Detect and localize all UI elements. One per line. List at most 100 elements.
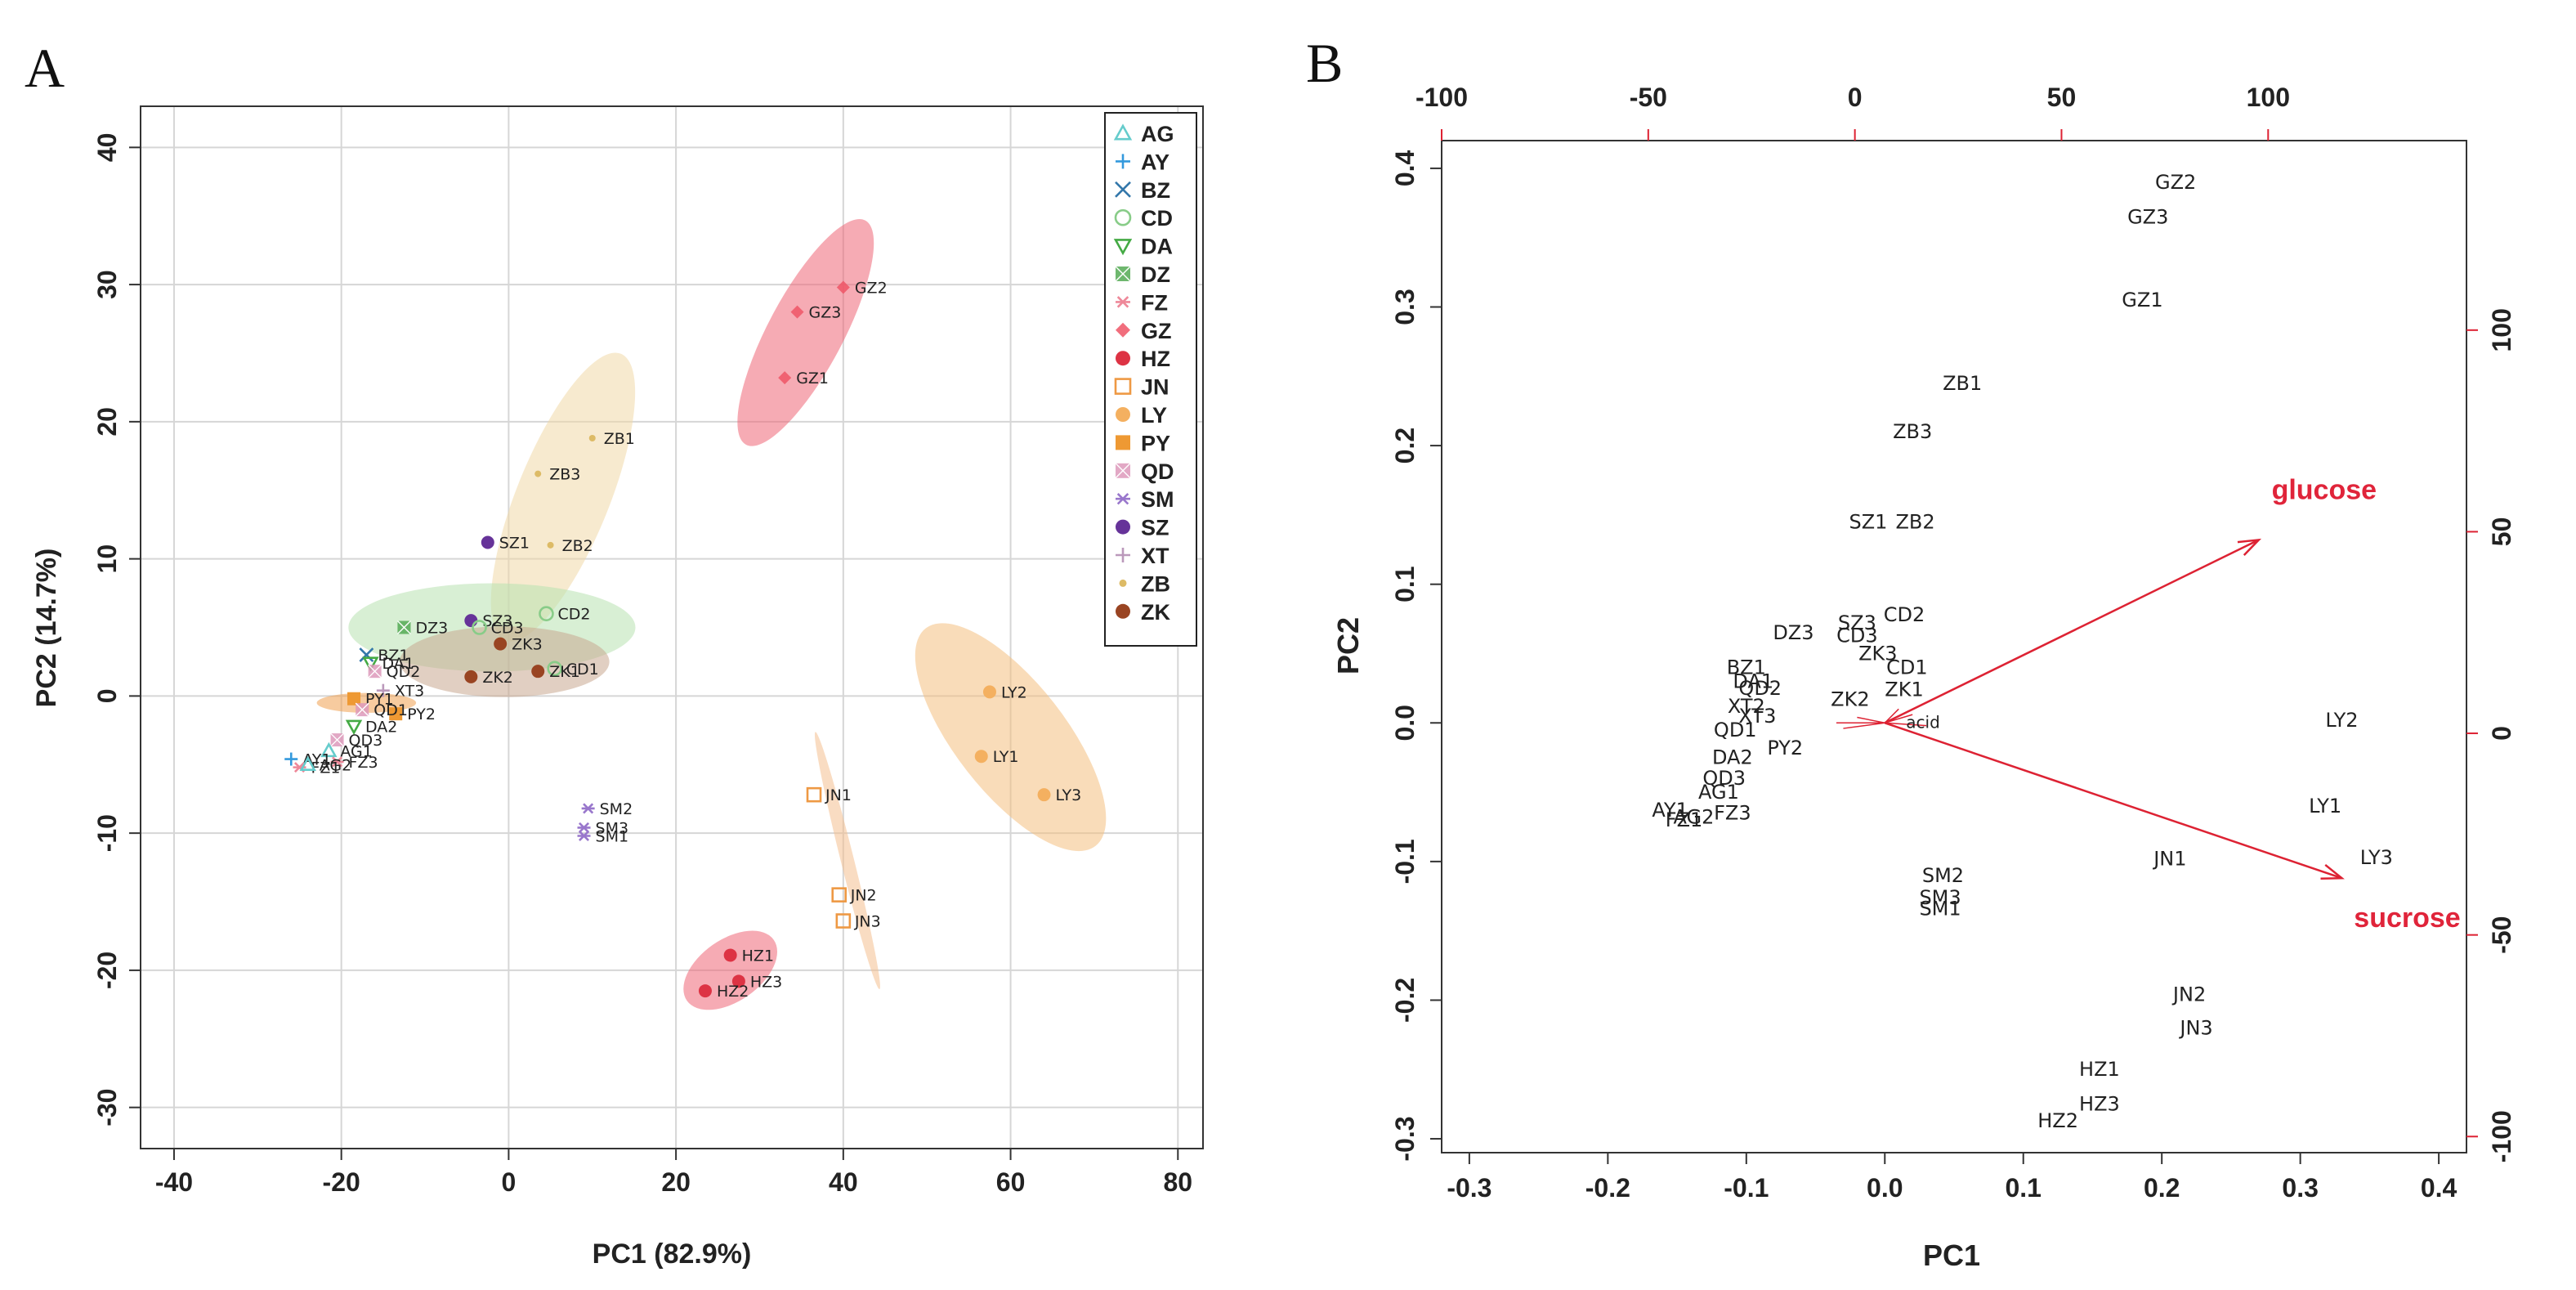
symbol-circle: [481, 535, 494, 549]
biplot-label-ly3: LY3: [2360, 846, 2393, 869]
symbol-circle: [723, 948, 737, 962]
minor-loading-label-acid: acid: [1906, 712, 1940, 732]
point-label-sz1: SZ1: [499, 534, 530, 552]
point-label-hz2: HZ2: [717, 983, 749, 1001]
symbol-circle: [464, 670, 478, 683]
confidence-ellipse-gz: [737, 218, 874, 446]
symbol-asterisk-b: [1116, 492, 1129, 505]
top-tick-label: -50: [1630, 83, 1667, 112]
point-label-ag2: AG2: [320, 756, 351, 774]
point-marker-bz1: [359, 647, 374, 662]
y-tick-label: -0.3: [1390, 1116, 1420, 1161]
panel-b-top-ticks: -100 -50 0 50 100: [1415, 83, 2290, 141]
y-tick-label: 0.4: [1390, 150, 1420, 186]
loading-arrow-sucrose: [1884, 722, 2342, 880]
symbol-diamond: [836, 280, 850, 294]
top-tick-label: 100: [2247, 83, 2290, 112]
point-marker-qd1: [355, 702, 369, 717]
point-marker-da2: [345, 719, 363, 735]
biplot-label-sz3: SZ3: [1838, 611, 1876, 634]
confidence-ellipse-zb: [490, 352, 636, 642]
symbol-square-x-b: [1115, 266, 1131, 282]
loading-label-sucrose: sucrose: [2354, 903, 2460, 934]
minor-loading-vector: [1843, 722, 1885, 729]
biplot-label-zb1: ZB1: [1943, 372, 1982, 395]
confidence-ellipse-zk: [399, 626, 610, 697]
symbol-square-x-b: [330, 732, 345, 747]
panel-a-y-ticks: -30 -20 -10 0 10 20 30 40: [92, 133, 141, 1127]
legend-label-gz: GZ: [1141, 319, 1172, 343]
point-label-zk2: ZK2: [482, 669, 513, 687]
legend-label-zb: ZB: [1141, 571, 1170, 596]
symbol-square-x-b: [355, 702, 369, 717]
y-tick-label: 0.1: [1390, 566, 1420, 602]
legend-symbol-da: [1113, 239, 1133, 256]
x-tick-label: 0.4: [2421, 1173, 2457, 1203]
right-tick-label: 50: [2487, 517, 2516, 547]
symbol-asterisk-b: [579, 822, 590, 833]
x-tick-label: -0.3: [1447, 1173, 1491, 1203]
panel-b-plot-frame: [1441, 140, 2467, 1153]
point-label-sm3: SM3: [596, 819, 629, 837]
point-marker-hz2: [698, 984, 712, 998]
panel-a-x-axis-label: PC1 (82.9%): [593, 1238, 752, 1270]
legend-symbol-hz: [1116, 351, 1130, 366]
biplot-label-bz1: BZ1: [1727, 656, 1766, 679]
point-marker-sz3: [464, 614, 478, 628]
point-label-gz2: GZ2: [855, 279, 888, 297]
y-tick-label: 0.0: [1390, 705, 1420, 741]
symbol-triangle: [299, 755, 316, 771]
symbol-square: [347, 692, 361, 705]
symbol-triangle-down: [362, 656, 379, 672]
arrowhead-sucrose: [2320, 863, 2345, 880]
point-label-fz1: FZ1: [311, 759, 340, 777]
point-marker-sm1: [577, 830, 591, 842]
symbol-square-x-b: [396, 620, 411, 634]
point-marker-gz1: [778, 371, 792, 385]
point-label-sm2: SM2: [600, 800, 633, 818]
legend-label-zk: ZK: [1141, 600, 1170, 625]
symbol-square-open: [1114, 378, 1132, 395]
symbol-circle: [982, 685, 996, 699]
biplot-label-ag2: AG2: [1673, 806, 1714, 829]
point-marker-gz2: [836, 280, 850, 294]
point-label-cd3: CD3: [491, 620, 524, 638]
symbol-square: [389, 707, 403, 721]
biplot-label-gz3: GZ3: [2127, 205, 2168, 228]
y-tick-label: 0.3: [1390, 289, 1420, 325]
biplot-label-xt2: XT2: [1728, 695, 1765, 718]
symbol-circle: [731, 974, 745, 988]
point-label-qd1: QD1: [373, 701, 408, 719]
point-label-jn3: JN3: [854, 913, 881, 931]
point-marker-ag2: [299, 755, 316, 771]
legend-label-dz: DZ: [1141, 262, 1170, 287]
point-label-gz3: GZ3: [809, 304, 842, 322]
biplot-label-xt3: XT3: [1738, 705, 1776, 728]
point-label-ly2: LY2: [1001, 683, 1027, 701]
symbol-square: [1116, 435, 1130, 450]
legend: AG AY BZ CD DA DZ FZ GZ HZ JN LY PY QD SM SZ XT ZB ZK: [1104, 112, 1197, 647]
legend-label-da: DA: [1141, 235, 1173, 259]
biplot-label-sm2: SM2: [1922, 864, 1964, 887]
minor-loading-vector: [1884, 708, 1899, 723]
legend-symbol-jn: [1114, 378, 1132, 395]
y-tick-label: 20: [92, 407, 122, 437]
panel-b-x-ticks: -0.3 -0.2 -0.1 0.0 0.1 0.2 0.3 0.4: [1447, 1153, 2457, 1203]
biplot-label-jn2: JN2: [2171, 983, 2206, 1006]
point-label-zb3: ZB3: [549, 466, 580, 484]
point-marker-sz1: [481, 535, 494, 549]
biplot-label-qd1: QD1: [1714, 719, 1757, 741]
symbol-dot: [1119, 579, 1127, 587]
legend-symbol-ay: [1116, 154, 1130, 169]
x-tick-label: 0.2: [2144, 1173, 2180, 1203]
point-label-cd1: CD1: [566, 661, 599, 679]
biplot-label-qd3: QD3: [1702, 767, 1746, 790]
symbol-asterisk-b: [579, 830, 590, 842]
point-marker-qd2: [368, 664, 382, 679]
point-label-zb2: ZB2: [562, 537, 593, 555]
point-label-jn2: JN2: [850, 887, 877, 905]
symbol-x-b: [359, 647, 374, 662]
legend-label-sm: SM: [1141, 487, 1174, 512]
loading-label-glucose: glucose: [2272, 474, 2377, 505]
